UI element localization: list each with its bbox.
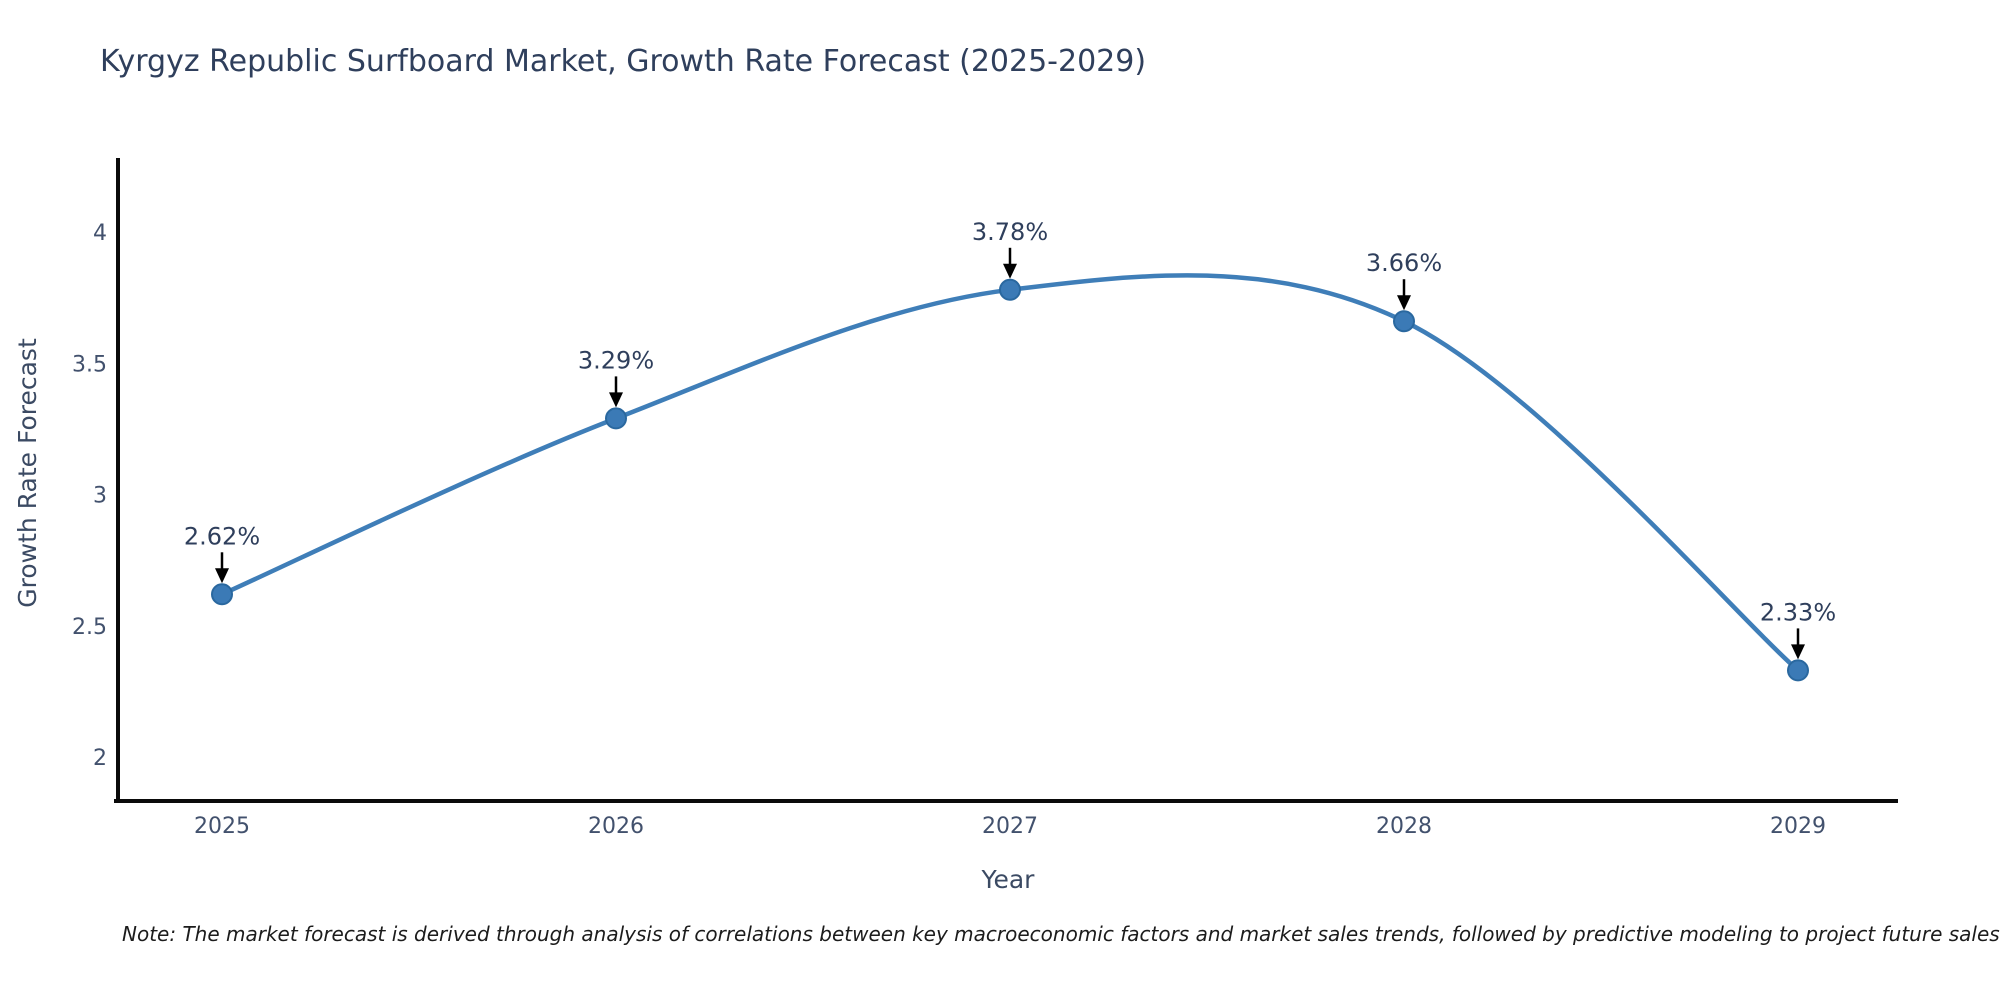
data-point-marker bbox=[211, 583, 233, 606]
annotation-arrowhead-icon bbox=[1003, 263, 1017, 279]
data-point-markers bbox=[211, 278, 1809, 682]
forecast-line bbox=[219, 273, 1801, 673]
x-tick-label: 2029 bbox=[1770, 814, 1826, 839]
y-tick-label: 3 bbox=[93, 484, 107, 509]
series-line bbox=[219, 273, 1801, 673]
data-point-label: 3.78% bbox=[972, 218, 1048, 246]
y-tick-label: 2 bbox=[93, 746, 107, 771]
y-axis-title: Growth Rate Forecast bbox=[13, 338, 42, 608]
data-point-label: 2.62% bbox=[184, 522, 260, 550]
annotation-arrowhead-icon bbox=[215, 568, 229, 584]
annotation-arrowhead-icon bbox=[1791, 644, 1805, 660]
data-point-marker bbox=[999, 278, 1021, 301]
data-point-label: 3.29% bbox=[578, 346, 654, 374]
y-tick-label: 2.5 bbox=[72, 615, 107, 640]
data-point-label: 2.33% bbox=[1760, 598, 1836, 626]
data-point-annotations: 2.62% 3.29% 3.78% 3.66% 2.33% bbox=[184, 218, 1836, 660]
data-point-marker bbox=[605, 407, 627, 430]
y-axis-ticks: 2 2.5 3 3.5 4 bbox=[72, 221, 107, 771]
annotation-arrowhead-icon bbox=[1397, 295, 1411, 311]
chart-title: Kyrgyz Republic Surfboard Market, Growth… bbox=[100, 44, 1147, 79]
x-axis-title: Year bbox=[981, 865, 1036, 894]
x-axis-ticks: 2025 2026 2027 2028 2029 bbox=[194, 814, 1826, 839]
y-tick-label: 4 bbox=[93, 221, 107, 246]
y-tick-label: 3.5 bbox=[72, 352, 107, 377]
x-tick-label: 2026 bbox=[588, 814, 644, 839]
x-tick-label: 2025 bbox=[194, 814, 250, 839]
data-point-marker bbox=[1393, 310, 1415, 333]
data-point-marker bbox=[1787, 659, 1809, 682]
x-tick-label: 2028 bbox=[1376, 814, 1432, 839]
data-point-label: 3.66% bbox=[1366, 249, 1442, 277]
footnote: Note: The market forecast is derived thr… bbox=[122, 922, 2000, 946]
annotation-arrowhead-icon bbox=[609, 392, 623, 408]
x-tick-label: 2027 bbox=[982, 814, 1038, 839]
